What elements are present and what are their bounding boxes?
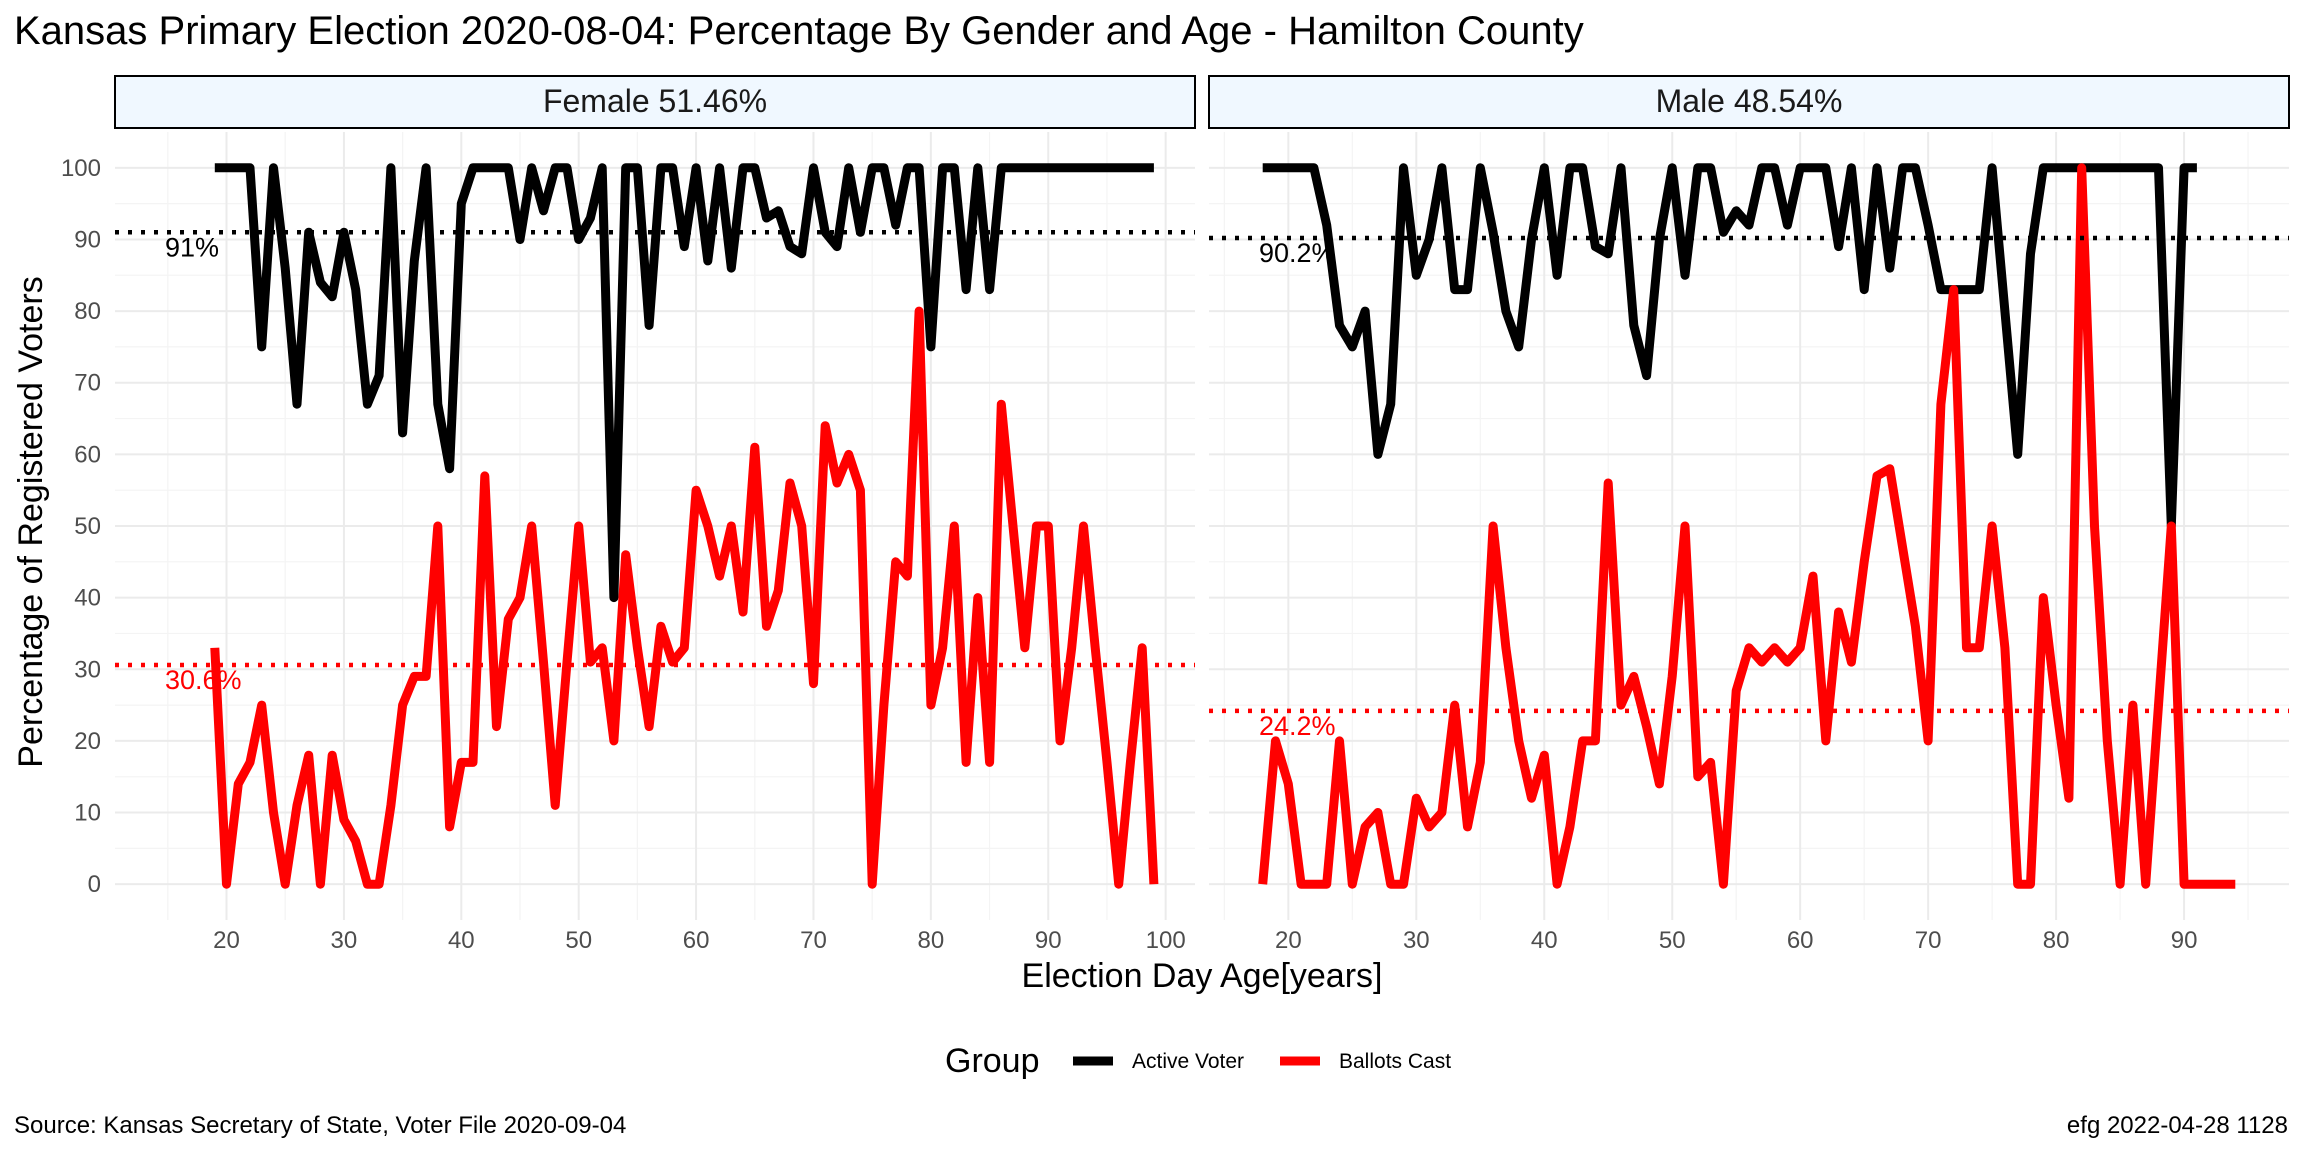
x-tick-label: 90 (1035, 927, 1062, 954)
facet-strip-label: Male 48.54% (1656, 83, 1843, 119)
x-tick-label: 40 (448, 927, 475, 954)
y-tick-label: 80 (74, 298, 101, 325)
x-tick-label: 70 (800, 927, 827, 954)
legend-title: Group (945, 1042, 1040, 1080)
series-line-ballots-cast (210, 306, 1159, 889)
x-tick-label: 90 (2171, 927, 2198, 954)
y-tick-label: 50 (74, 513, 101, 540)
x-tick-label: 50 (565, 927, 592, 954)
legend-label-active-voter: Active Voter (1132, 1050, 1244, 1073)
y-tick-label: 0 (88, 871, 101, 898)
caption-stamp: efg 2022-04-28 1128 (2067, 1112, 2288, 1139)
facet-strip-label: Female 51.46% (543, 83, 767, 119)
x-tick-label: 30 (331, 927, 358, 954)
series-line-active-voter (214, 163, 1154, 603)
x-tick-label: 50 (1659, 927, 1686, 954)
chart-title: Kansas Primary Election 2020-08-04: Perc… (14, 9, 1584, 53)
y-tick-label: 100 (61, 155, 101, 182)
x-tick-label: 40 (1531, 927, 1558, 954)
facet-strip (114, 75, 1196, 129)
y-tick-label: 20 (74, 728, 101, 755)
y-tick-label: 60 (74, 441, 101, 468)
x-tick-label: 20 (1275, 927, 1302, 954)
panels: Female 51.46% 0 10 20 30 40 50 60 70 80 90 100 20 30 4… (61, 75, 2290, 954)
y-tick-label: 90 (74, 226, 101, 253)
x-axis-label: Election Day Age[years] (1022, 957, 1383, 995)
x-tick-label: 80 (2043, 927, 2070, 954)
x-tick-label: 20 (213, 927, 240, 954)
x-tick-label: 100 (1146, 927, 1186, 954)
x-tick-label: 70 (1915, 927, 1942, 954)
y-tick-label: 40 (74, 585, 101, 612)
x-tick-label: 60 (1787, 927, 1814, 954)
mean-label-ballots-cast: 30.6% (165, 665, 242, 695)
legend: Group Active Voter Ballots Cast (945, 1042, 1451, 1080)
mean-label-active-voter: 90.2% (1259, 238, 1336, 268)
y-tick-label: 30 (74, 656, 101, 683)
caption-source: Source: Kansas Secretary of State, Voter… (14, 1112, 626, 1139)
y-axis-label: Percentage of Registered Voters (12, 276, 50, 767)
facet-strip (1208, 75, 2290, 129)
x-tick-label: 30 (1403, 927, 1430, 954)
legend-label-ballots-cast: Ballots Cast (1339, 1050, 1451, 1073)
x-tick-label: 80 (918, 927, 945, 954)
panel-male: Male 48.54% 20 30 40 50 60 70 80 90 90.2% 24.2% (1208, 75, 2290, 954)
panel-female: Female 51.46% 0 10 20 30 40 50 60 70 80 90 100 20 30 4… (61, 75, 1196, 954)
mean-label-active-voter: 91% (165, 232, 219, 262)
y-tick-label: 70 (74, 370, 101, 397)
series-line-active-voter (1262, 163, 2197, 531)
y-tick-label: 10 (74, 800, 101, 827)
mean-label-ballots-cast: 24.2% (1259, 711, 1336, 741)
x-tick-label: 60 (683, 927, 710, 954)
series-line-ballots-cast (1258, 163, 2236, 889)
